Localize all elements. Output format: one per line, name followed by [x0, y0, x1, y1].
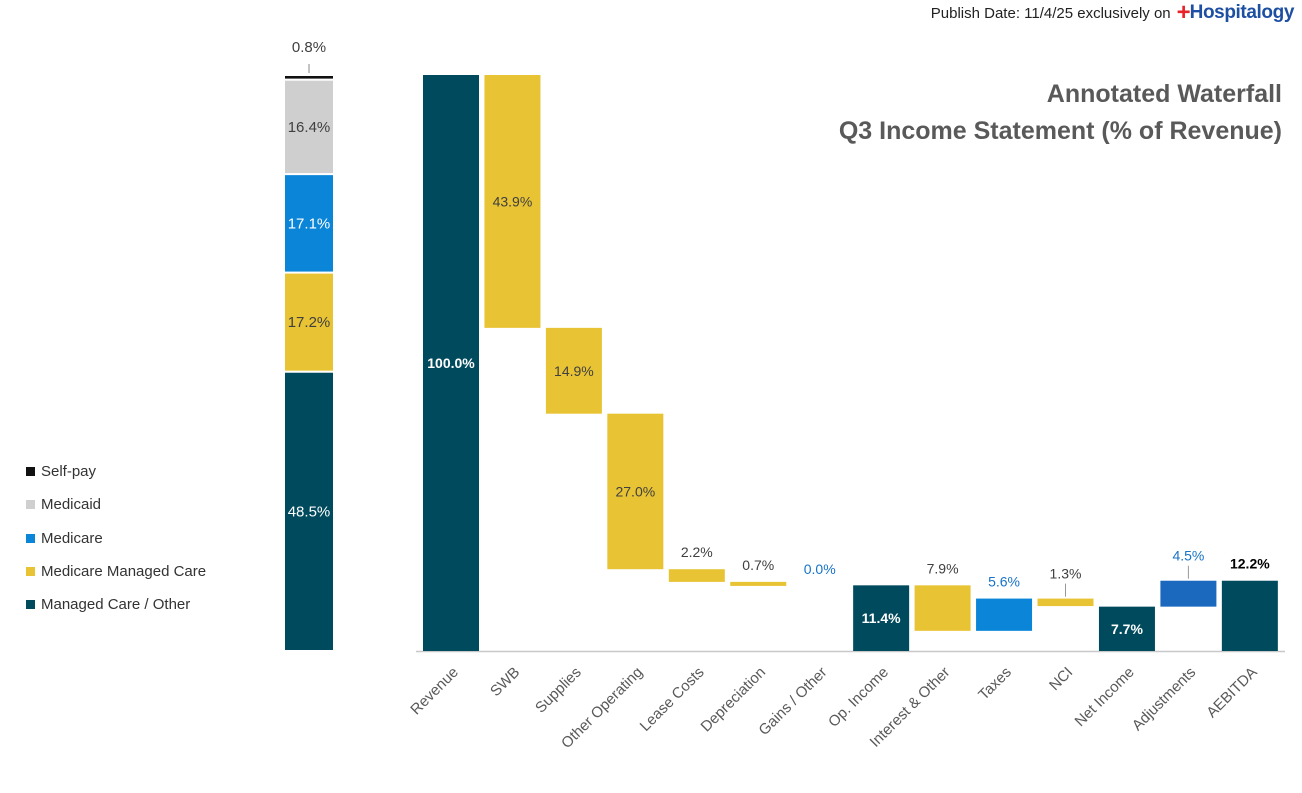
waterfall-label-revenue: 100.0% [427, 355, 475, 371]
waterfall-label-adjustments: 4.5% [1172, 548, 1204, 564]
stack-label-medicare: 17.1% [288, 215, 331, 232]
stack-label-medicaid: 16.4% [288, 119, 331, 136]
waterfall-label-lease-costs: 2.2% [681, 544, 713, 560]
waterfall-bar-adjustments [1160, 580, 1217, 607]
category-label-nci: NCI [1046, 664, 1076, 694]
category-label-op-income: Op. Income [825, 664, 892, 731]
legend-item-medicaid: Medicaid [26, 488, 206, 521]
stack-segment-self-pay [283, 74, 335, 81]
waterfall-chart: 100.0% Revenue 43.9% SWB 14.9% Supplies 27.0% O… [407, 75, 1285, 752]
waterfall-bar-nci [1037, 598, 1094, 607]
legend-label: Medicare [41, 529, 103, 547]
waterfall-label-interest-other: 7.9% [927, 560, 959, 576]
chart-title: Annotated Waterfall Q3 Income Statement … [839, 76, 1282, 150]
waterfall-bar-aebitda [1221, 580, 1278, 651]
stack-segment-managed-care-other [283, 370, 335, 652]
legend-label: Managed Care / Other [41, 596, 191, 614]
waterfall-label-supplies: 14.9% [554, 363, 594, 379]
waterfall-bar-net-income [1098, 606, 1155, 651]
chart-title-line1: Annotated Waterfall [1046, 80, 1282, 108]
category-label-adjustments: Adjustments [1129, 664, 1199, 734]
legend-label: Self-pay [41, 463, 97, 481]
legend-label: Medicaid [41, 496, 102, 514]
waterfall-bar-interest-other [914, 585, 971, 631]
waterfall-label-gains-other: 0.0% [804, 561, 836, 577]
category-label-net-income: Net Income [1072, 664, 1138, 730]
waterfall-bar-lease-costs [668, 569, 725, 582]
legend-item-medicare-managed-care: Medicare Managed Care [26, 555, 206, 588]
legend: Self-pay Medicaid Medicare Medicare Managed… [26, 455, 206, 621]
legend-swatch [26, 467, 35, 477]
category-label-supplies: Supplies [532, 664, 585, 717]
stack-label-self-pay: 0.8% [292, 39, 326, 56]
category-label-swb: SWB [487, 664, 523, 700]
legend-item-medicare: Medicare [26, 522, 206, 555]
stack-label-managed-care-other: 48.5% [288, 503, 331, 520]
waterfall-label-taxes: 5.6% [988, 574, 1020, 590]
legend-swatch [26, 533, 35, 543]
legend-label: Medicare Managed Care [41, 563, 207, 581]
legend-swatch [26, 600, 35, 610]
stack-segment-medicare-managed-care [283, 271, 335, 373]
publish-info: Publish Date: 11/4/25 exclusively on + H… [930, 0, 1295, 26]
publish-date-text: Publish Date: 11/4/25 exclusively on [930, 4, 1171, 22]
waterfall-label-depreciation: 0.7% [742, 557, 774, 573]
category-label-revenue: Revenue [407, 664, 461, 718]
waterfall-bar-depreciation [730, 581, 787, 586]
waterfall-label-aebitda: 12.2% [1230, 556, 1270, 572]
waterfall-bar-other-operating [607, 413, 664, 570]
stack-segment-medicaid [283, 78, 335, 176]
waterfall-label-op-income: 11.4% [862, 610, 901, 626]
stack-segment-medicare [283, 173, 335, 274]
waterfall-label-nci: 1.3% [1050, 566, 1082, 582]
waterfall-bar-swb [484, 75, 541, 328]
waterfall-label-net-income: 7.7% [1111, 621, 1143, 637]
category-label-aebitda: AEBITDA [1203, 664, 1260, 721]
legend-swatch [26, 567, 35, 577]
legend-item-self-pay: Self-pay [26, 455, 206, 488]
legend-item-managed-care-other: Managed Care / Other [26, 588, 206, 621]
legend-swatch [26, 500, 35, 510]
waterfall-bar-op-income [853, 585, 910, 651]
chart-title-line2: Q3 Income Statement (% of Revenue) [838, 117, 1282, 145]
stack-label-medicare-managed-care: 17.2% [288, 314, 331, 331]
logo-cross-icon: + [1176, 0, 1191, 26]
waterfall-bar-taxes [976, 598, 1033, 631]
waterfall-bar-supplies [545, 327, 602, 414]
waterfall-label-other-operating: 27.0% [615, 483, 655, 499]
waterfall-label-swb: 43.9% [493, 193, 533, 209]
hospitalogy-logo: + Hospitalogy [1176, 0, 1295, 26]
waterfall-bar-revenue [423, 75, 479, 651]
logo-text: Hospitalogy [1189, 2, 1295, 23]
category-label-taxes: Taxes [975, 664, 1015, 704]
payer-mix-stacked-bar: 48.5% 17.2% 17.1% 16.4% 0.8% [283, 39, 335, 652]
